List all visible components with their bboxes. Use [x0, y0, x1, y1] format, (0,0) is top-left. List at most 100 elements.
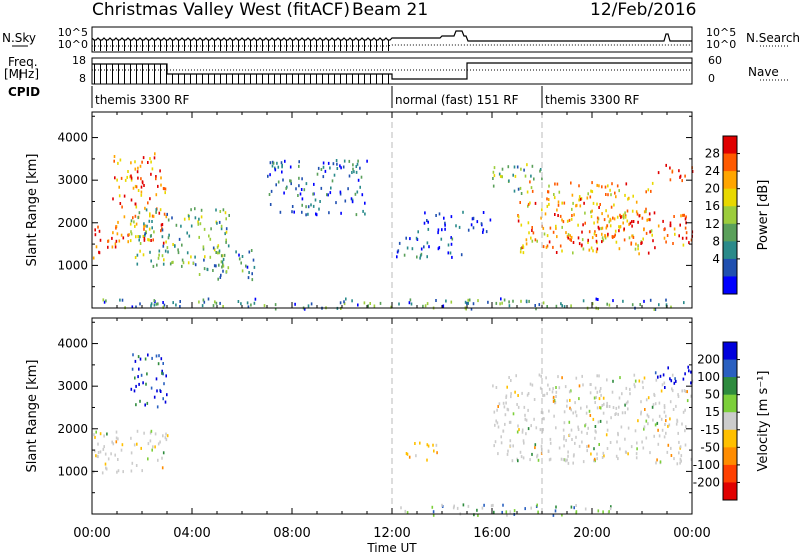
- data-cell: [130, 178, 133, 182]
- data-cell: [339, 190, 342, 194]
- data-cell: [345, 297, 347, 301]
- data-cell: [144, 357, 147, 361]
- data-cell: [561, 249, 563, 253]
- data-cell: [584, 211, 586, 215]
- data-cell: [494, 440, 497, 444]
- data-cell: [679, 457, 682, 461]
- data-cell: [194, 255, 196, 259]
- data-cell: [683, 389, 686, 393]
- data-cell: [132, 216, 134, 220]
- data-cell: [519, 450, 522, 454]
- data-cell: [130, 174, 132, 178]
- data-cell: [136, 170, 139, 174]
- data-cell: [110, 452, 112, 456]
- data-cell: [235, 250, 237, 254]
- data-cell: [99, 450, 102, 454]
- data-cell: [253, 265, 256, 269]
- data-cell: [531, 239, 534, 243]
- data-cell: [530, 506, 532, 510]
- data-cell: [188, 234, 191, 238]
- data-cell: [508, 179, 510, 183]
- data-cell: [157, 458, 159, 462]
- data-cell: [648, 212, 651, 216]
- data-cell: [456, 506, 459, 510]
- data-cell: [655, 461, 657, 465]
- data-cell: [130, 230, 132, 234]
- data-cell: [489, 218, 492, 222]
- data-cell: [533, 417, 535, 421]
- data-cell: [222, 257, 225, 261]
- data-cell: [106, 432, 108, 436]
- data-cell: [408, 301, 411, 305]
- data-cell: [530, 424, 532, 428]
- data-cell: [314, 198, 317, 202]
- data-cell: [158, 249, 161, 253]
- data-cell: [671, 373, 674, 377]
- data-cell: [645, 231, 648, 235]
- data-cell: [618, 225, 621, 229]
- data-cell: [497, 425, 500, 429]
- data-cell: [218, 263, 220, 267]
- data-cell: [676, 418, 678, 422]
- data-cell: [135, 384, 137, 388]
- data-cell: [150, 259, 152, 263]
- data-cell: [572, 411, 574, 415]
- data-cell: [263, 304, 266, 308]
- data-cell: [505, 510, 508, 514]
- data-cell: [609, 188, 611, 192]
- data-cell: [548, 184, 550, 188]
- data-cell: [329, 191, 332, 195]
- data-cell: [132, 186, 135, 190]
- data-cell: [215, 301, 218, 305]
- data-cell: [663, 228, 665, 232]
- data-cell: [599, 203, 601, 206]
- data-cell: [578, 195, 581, 199]
- data-cell: [594, 230, 596, 234]
- data-cell: [437, 247, 440, 251]
- data-cell: [587, 192, 589, 196]
- data-cell: [217, 244, 220, 248]
- colorbar-tick-label: 100: [697, 370, 720, 384]
- data-cell: [444, 223, 446, 227]
- data-cell: [298, 164, 300, 168]
- data-cell: [219, 210, 222, 213]
- data-cell: [330, 186, 332, 190]
- data-cell: [626, 209, 629, 213]
- data-cell: [620, 425, 623, 429]
- data-cell: [423, 245, 425, 249]
- data-cell: [651, 181, 654, 185]
- data-cell: [586, 196, 589, 200]
- data-cell: [664, 423, 666, 426]
- data-cell: [327, 193, 329, 197]
- data-cell: [352, 167, 354, 171]
- nsky-tick-bottom: 10^0: [58, 38, 88, 51]
- data-cell: [415, 236, 418, 240]
- data-cell: [577, 425, 579, 429]
- data-cell: [669, 400, 672, 404]
- data-cell: [137, 375, 139, 379]
- data-cell: [424, 304, 427, 308]
- data-cell: [215, 251, 217, 254]
- data-cell: [422, 304, 424, 308]
- data-cell: [534, 446, 536, 450]
- data-cell: [538, 373, 541, 377]
- data-cell: [511, 459, 514, 463]
- data-cell: [111, 440, 113, 444]
- data-cell: [277, 180, 280, 184]
- data-cell: [493, 510, 495, 514]
- data-cell: [178, 237, 181, 241]
- data-cell: [570, 304, 572, 308]
- data-cell: [227, 266, 230, 270]
- data-cell: [643, 376, 646, 380]
- data-cell: [582, 223, 584, 227]
- data-cell: [601, 456, 604, 459]
- data-cell: [620, 215, 622, 219]
- data-cell: [105, 467, 108, 471]
- data-cell: [643, 299, 645, 303]
- data-cell: [451, 255, 453, 259]
- data-cell: [411, 247, 414, 251]
- data-cell: [298, 176, 300, 180]
- data-cell: [504, 413, 507, 417]
- data-cell: [310, 203, 312, 207]
- data-cell: [665, 240, 667, 244]
